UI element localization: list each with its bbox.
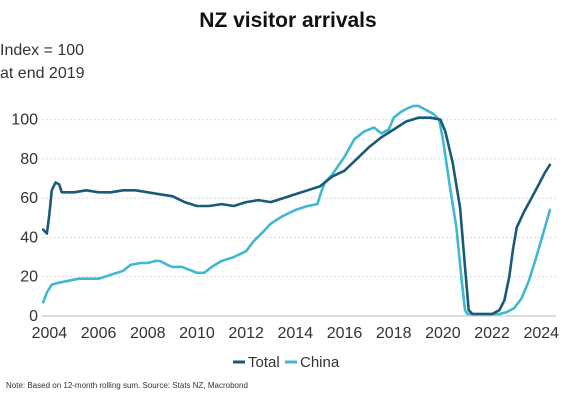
x-tick-label: 2004 xyxy=(32,325,68,342)
x-tick-label: 2018 xyxy=(376,325,412,342)
x-tick-label: 2024 xyxy=(523,325,559,342)
x-tick-label: 2022 xyxy=(474,325,510,342)
y-tick-labels: 0 20 40 60 80 100 xyxy=(11,112,38,325)
y-tick-label: 0 xyxy=(29,308,38,325)
y-tick-label: 60 xyxy=(20,190,38,207)
y-tick-label: 100 xyxy=(11,112,38,129)
x-tick-label: 2008 xyxy=(130,325,166,342)
legend-label-total: Total xyxy=(248,354,280,371)
legend-label-china: China xyxy=(300,354,340,371)
series-line-total xyxy=(41,116,552,316)
x-tick-label: 2006 xyxy=(81,325,117,342)
chart-title: NZ visitor arrivals xyxy=(199,9,376,32)
x-tick-label: 2012 xyxy=(228,325,264,342)
x-tick-label: 2010 xyxy=(179,325,215,342)
gridlines xyxy=(42,119,556,317)
y-axis-label-line2: at end 2019 xyxy=(0,65,85,82)
x-tick-labels: 2004 2006 2008 2010 2012 2014 2016 2018 2020 2022… xyxy=(32,325,560,342)
y-tick-label: 40 xyxy=(20,229,38,246)
x-tick-label: 2016 xyxy=(327,325,363,342)
x-tick-label: 2014 xyxy=(278,325,314,342)
x-tick-label: 2020 xyxy=(425,325,461,342)
source-note: Note: Based on 12-month rolling sum. Sou… xyxy=(6,381,248,390)
y-tick-label: 80 xyxy=(20,151,38,168)
legend: Total China xyxy=(233,354,340,371)
series-line-china xyxy=(41,104,552,316)
y-axis-label-line1: Index = 100 xyxy=(0,42,84,59)
series-lines xyxy=(41,104,552,316)
y-tick-label: 20 xyxy=(20,269,38,286)
